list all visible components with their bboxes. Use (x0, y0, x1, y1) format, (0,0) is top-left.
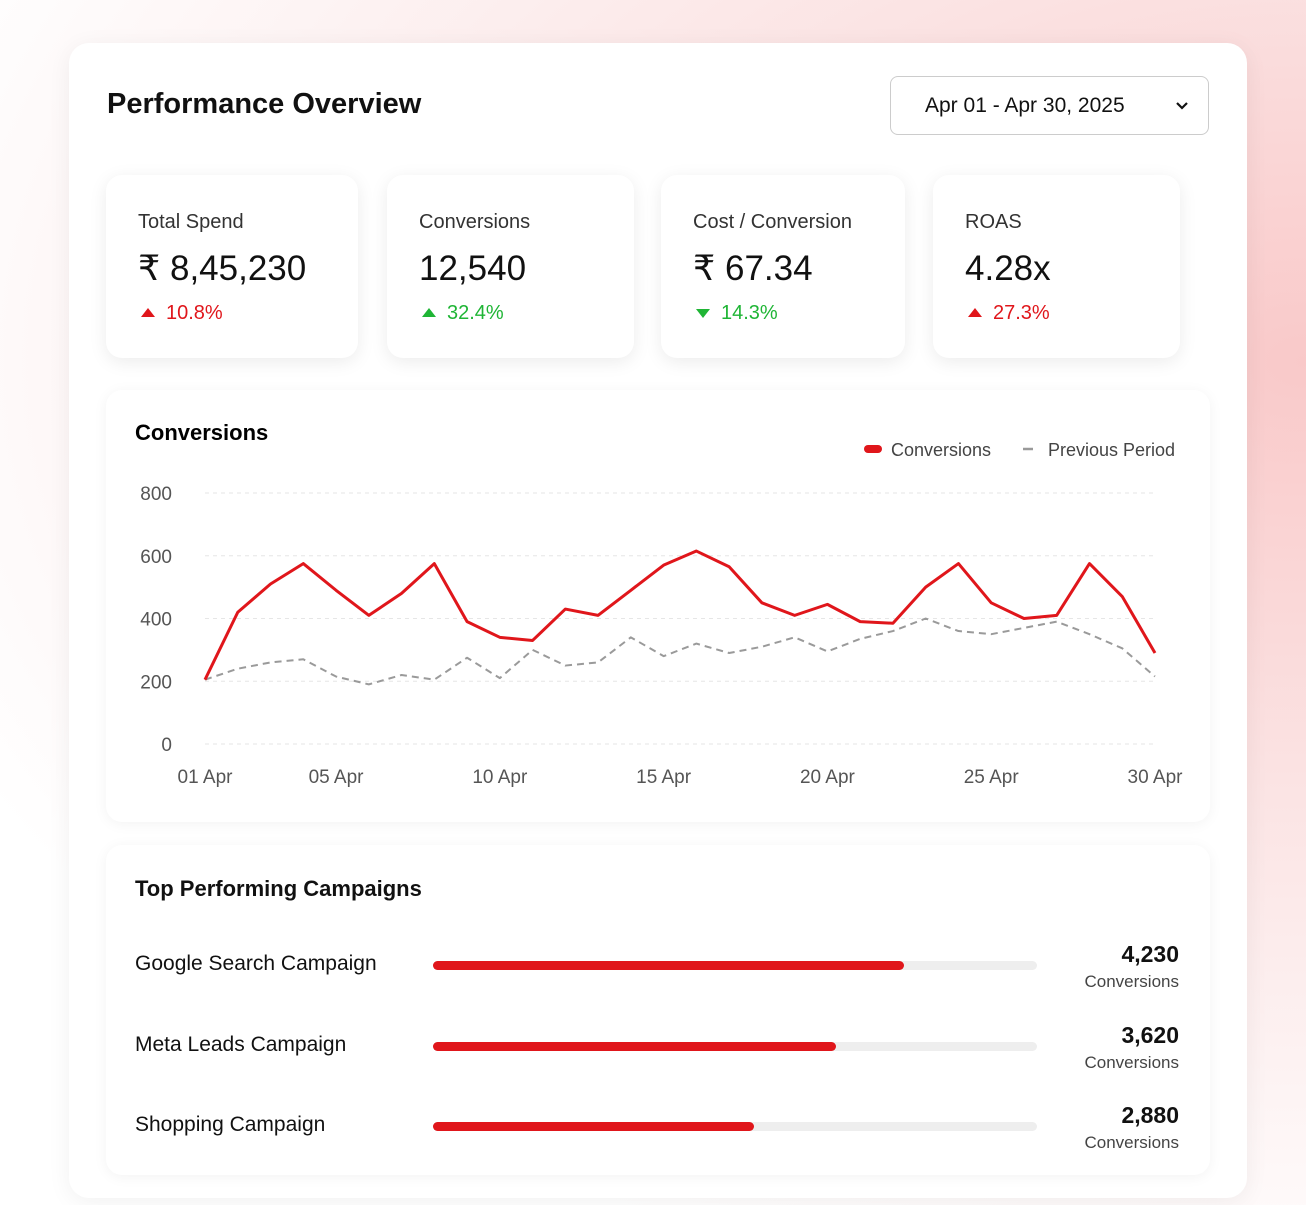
series-line (203, 549, 1157, 681)
bar (433, 961, 905, 970)
legend-label: Previous Period (1048, 440, 1175, 460)
x-tick-label: 25 Apr (964, 767, 1020, 788)
arrow (141, 308, 155, 317)
kpi-card: Conversions 12,540 32.4% (387, 175, 634, 358)
campaign-name: Google Search Campaign (135, 952, 377, 975)
kpi-value: 4.28x (965, 249, 1051, 288)
campaigns-card (106, 845, 1210, 1175)
campaign-name: Shopping Campaign (135, 1113, 326, 1136)
campaign-unit: Conversions (1084, 1052, 1180, 1072)
trend-arrow (696, 309, 710, 318)
x-tick-label: 30 Apr (1128, 767, 1184, 788)
campaign-unit: Conversions (1084, 972, 1180, 991)
y-tick-label: 0 (161, 735, 172, 756)
kpi-card: Total Spend ₹ 8,45,230 10.8% (106, 175, 358, 358)
trend-arrow (968, 308, 982, 317)
y-tick-label: 600 (140, 547, 172, 568)
kpi-change: 14.3% (721, 302, 778, 324)
bar (433, 1122, 754, 1131)
kpi-card: ROAS 4.28x 27.3% (933, 175, 1180, 358)
date-dropdown[interactable]: Apr 01 - Apr 30, 2025 (890, 76, 1209, 135)
kpi-label: Total Spend (138, 211, 244, 233)
arrow (968, 308, 982, 317)
bar (433, 1041, 837, 1051)
x-tick-label: 20 Apr (800, 767, 856, 788)
kpi-change: 27.3% (993, 302, 1050, 324)
y-tick-label: 800 (140, 484, 172, 505)
x-tick-label: 01 Apr (178, 767, 234, 788)
date-range[interactable]: Apr 01 - Apr 30, 2025 (925, 94, 1125, 117)
campaign-name: Meta Leads Campaign (135, 1032, 347, 1056)
x-tick-label: 15 Apr (636, 767, 692, 788)
arrow (696, 309, 710, 318)
campaigns-title: Top Performing Campaigns (135, 876, 422, 901)
kpi-label: ROAS (965, 211, 1022, 233)
x-tick-label: 10 Apr (472, 767, 528, 788)
legend-swatch (864, 445, 882, 453)
x-tick-label: 05 Apr (309, 767, 365, 788)
trend-arrow (422, 308, 436, 317)
chart-title: Conversions (135, 420, 268, 445)
kpi-label: Cost / Conversion (693, 211, 852, 233)
arrow (422, 308, 436, 317)
campaign-value: 3,620 (1121, 1021, 1179, 1048)
kpi-value: ₹ 8,45,230 (138, 249, 307, 288)
legend-label: Conversions (891, 440, 991, 460)
chart-card (106, 390, 1210, 822)
kpi-value: 12,540 (419, 249, 527, 288)
campaign-value: 2,880 (1121, 1102, 1179, 1128)
y-tick-label: 200 (140, 672, 172, 693)
trend-arrow (141, 308, 155, 317)
kpi-value: ₹ 67.34 (693, 249, 813, 288)
series-line (204, 617, 1156, 686)
kpi-label: Conversions (419, 211, 531, 233)
kpi-change: 10.8% (166, 302, 223, 324)
campaign-value: 4,230 (1121, 941, 1179, 967)
page-title: Performance Overview (107, 88, 422, 120)
y-tick-label: 400 (140, 610, 172, 631)
chevron (1176, 102, 1188, 110)
campaign-unit: Conversions (1084, 1133, 1180, 1152)
kpi-card: Cost / Conversion ₹ 67.34 14.3% (661, 175, 905, 358)
kpi-change: 32.4% (447, 302, 504, 324)
